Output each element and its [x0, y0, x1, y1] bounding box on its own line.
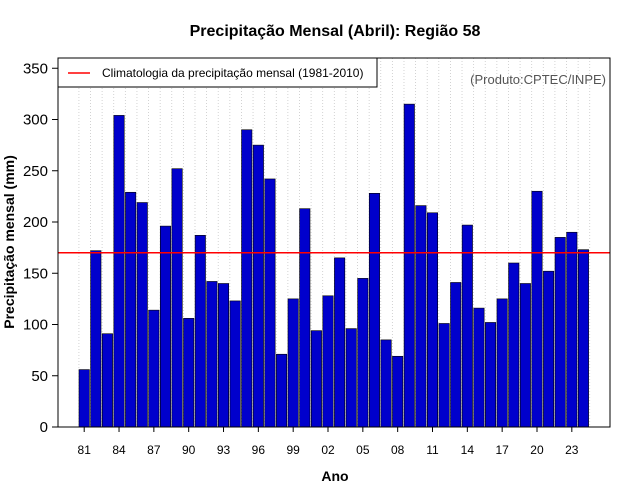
bar-2014 — [461, 224, 473, 428]
bar-1997 — [264, 178, 276, 428]
bars — [78, 103, 589, 428]
legend: Climatologia da precipitação mensal (198… — [57, 57, 378, 88]
bar-2011 — [426, 212, 438, 428]
bar-2002 — [322, 295, 334, 428]
y-tick-label: 300 — [23, 112, 48, 129]
bar-2013 — [450, 282, 462, 428]
bar-1981 — [78, 369, 90, 428]
bar-2024 — [577, 249, 589, 428]
bar-1995 — [241, 129, 253, 428]
x-tick-label: 02 — [321, 443, 335, 457]
bar-1991 — [194, 235, 206, 428]
bar-2016 — [485, 322, 497, 428]
x-tick-label: 05 — [356, 443, 370, 457]
y-tick-label: 50 — [31, 368, 48, 385]
bar-1983 — [101, 333, 113, 428]
bar-1990 — [183, 318, 195, 428]
bar-2015 — [473, 307, 485, 428]
bar-2017 — [496, 298, 508, 428]
bar-2010 — [415, 205, 427, 428]
x-tick-label: 84 — [112, 443, 126, 457]
x-tick-label: 87 — [147, 443, 161, 457]
bar-1985 — [125, 191, 137, 428]
x-tick-label: 81 — [78, 443, 92, 457]
bar-2005 — [357, 278, 369, 428]
bar-2006 — [368, 193, 380, 428]
bar-2018 — [508, 262, 520, 428]
bar-2019 — [519, 283, 531, 428]
bar-2020 — [531, 190, 543, 428]
y-tick-label: 0 — [40, 419, 48, 436]
bar-1998 — [276, 353, 288, 428]
bar-1982 — [90, 250, 102, 428]
x-tick-label: 23 — [565, 443, 579, 457]
bar-2007 — [380, 339, 392, 428]
x-axis-label: Ano — [321, 468, 348, 484]
bar-2012 — [438, 323, 450, 428]
y-tick-label: 250 — [23, 163, 48, 180]
bar-1996 — [252, 144, 264, 428]
x-tick-label: 96 — [252, 443, 266, 457]
x-axis: 81 84 87 90 93 96 99 02 05 08 11 14 17 20 23 — [78, 427, 579, 457]
x-tick-label: 20 — [530, 443, 544, 457]
chart-title: Precipitação Mensal (Abril): Região 58 — [190, 23, 481, 40]
legend-entry: Climatologia da precipitação mensal (198… — [102, 66, 363, 80]
bar-2008 — [392, 355, 404, 428]
y-tick-label: 100 — [23, 317, 48, 334]
bar-2001 — [310, 330, 322, 428]
y-axis-label: Precipitação mensal (mm) — [1, 155, 17, 329]
bar-1989 — [171, 168, 183, 428]
x-tick-label: 90 — [182, 443, 196, 457]
x-tick-label: 08 — [391, 443, 405, 457]
y-tick-label: 200 — [23, 214, 48, 231]
bar-1993 — [218, 283, 230, 428]
y-tick-label: 150 — [23, 265, 48, 282]
x-tick-label: 17 — [495, 443, 509, 457]
x-tick-label: 93 — [217, 443, 231, 457]
bar-2000 — [299, 208, 311, 428]
bar-1984 — [113, 115, 125, 428]
bar-1992 — [206, 281, 218, 428]
bar-1987 — [148, 309, 160, 428]
credit-annotation: (Produto:CPTEC/INPE) — [470, 72, 606, 87]
bar-1999 — [287, 298, 299, 428]
bar-2004 — [345, 328, 357, 428]
y-tick-label: 350 — [23, 60, 48, 77]
bar-1986 — [136, 202, 148, 428]
y-axis: 0 50 100 150 200 250 300 350 — [23, 60, 58, 436]
bar-1988 — [159, 225, 171, 428]
bar-2022 — [554, 237, 566, 428]
bar-2003 — [334, 257, 346, 428]
x-tick-label: 11 — [426, 443, 439, 457]
bar-2009 — [403, 103, 415, 428]
x-tick-label: 14 — [461, 443, 475, 457]
legend-box — [57, 57, 378, 88]
bar-2023 — [566, 231, 578, 428]
bar-2021 — [543, 270, 555, 428]
x-tick-label: 99 — [287, 443, 301, 457]
bar-1994 — [229, 300, 241, 428]
